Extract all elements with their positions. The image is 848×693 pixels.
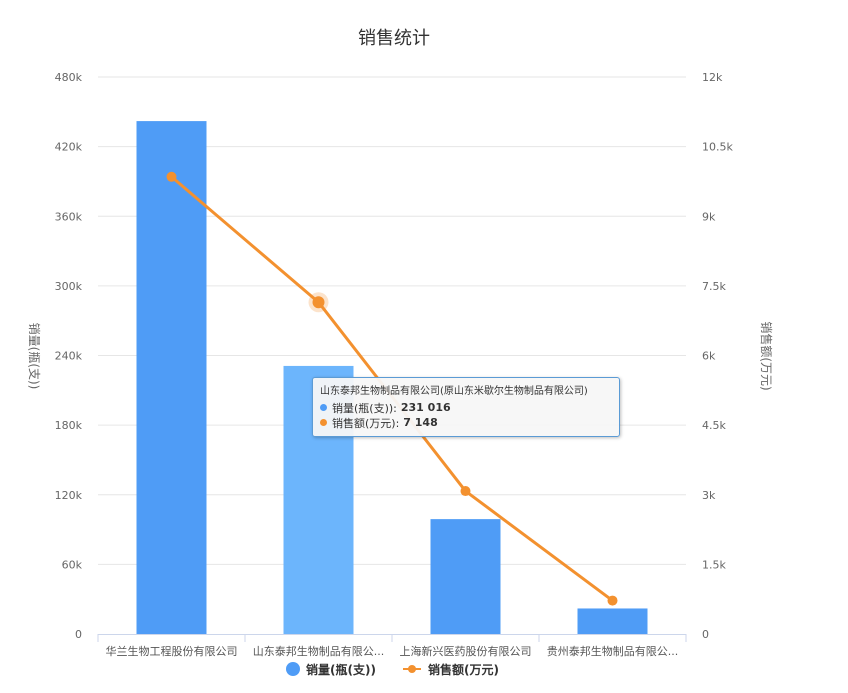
y-left-tick-label: 120k xyxy=(55,489,83,502)
y-left-tick-label: 0 xyxy=(75,628,82,641)
tooltip-row-sales-amount: 销售额(万元): 7 148 xyxy=(320,415,612,430)
y-right-axis-title: 销售额(万元) xyxy=(759,321,774,390)
bar-sales-volume xyxy=(430,519,501,634)
legend-label-sales-amount: 销售额(万元) xyxy=(428,662,499,677)
y-right-tick-label: 1.5k xyxy=(702,558,726,571)
legend-line-marker-icon xyxy=(408,665,416,673)
line-point-sales-amount xyxy=(166,171,177,182)
y-left-tick-label: 60k xyxy=(62,558,83,571)
bar-sales-volume xyxy=(136,121,207,635)
y-left-tick-label: 360k xyxy=(55,210,83,223)
y-left-tick-label: 180k xyxy=(55,419,83,432)
x-category-label: 贵州泰邦生物制品有限公... xyxy=(547,644,679,658)
tooltip-bullet-icon xyxy=(320,419,327,426)
bar-sales-volume xyxy=(577,608,648,634)
legend-label-sales-volume: 销量(瓶(支)) xyxy=(306,662,376,677)
y-right-tick-label: 6k xyxy=(702,350,716,363)
tooltip-row-sales-volume: 销量(瓶(支)): 231 016 xyxy=(320,400,612,415)
y-right-tick-label: 7.5k xyxy=(702,280,726,293)
tooltip-label: 销售额(万元): xyxy=(332,416,400,430)
line-point-sales-amount xyxy=(607,595,618,606)
y-right-tick-label: 10.5k xyxy=(702,141,733,154)
x-category-label: 华兰生物工程股份有限公司 xyxy=(106,644,238,658)
x-category-label: 山东泰邦生物制品有限公... xyxy=(253,644,385,658)
tooltip-title: 山东泰邦生物制品有限公司(原山东米歇尔生物制品有限公司) xyxy=(320,386,588,397)
line-point-sales-amount xyxy=(460,486,471,497)
y-right-tick-label: 12k xyxy=(702,71,723,84)
tooltip-value: 231 016 xyxy=(400,401,451,414)
legend-bar-icon xyxy=(286,662,300,676)
y-left-tick-label: 480k xyxy=(55,71,83,84)
tooltip-bullet-icon xyxy=(320,404,327,411)
y-right-tick-label: 9k xyxy=(702,210,716,223)
y-right-tick-label: 4.5k xyxy=(702,419,726,432)
tooltip-value: 7 148 xyxy=(403,416,438,429)
y-left-tick-label: 300k xyxy=(55,280,83,293)
x-category-label: 上海新兴医药股份有限公司 xyxy=(400,644,532,658)
y-right-tick-label: 3k xyxy=(702,489,716,502)
y-left-axis-title: 销量(瓶(支)) xyxy=(27,323,41,390)
tooltip-label: 销量(瓶(支)): xyxy=(332,401,397,415)
chart-title: 销售统计 xyxy=(358,28,430,49)
y-left-tick-label: 420k xyxy=(55,141,83,154)
y-left-tick-label: 240k xyxy=(55,350,83,363)
line-point-sales-amount xyxy=(312,296,325,309)
chart-tooltip: 山东泰邦生物制品有限公司(原山东米歇尔生物制品有限公司) 销量(瓶(支)): 2… xyxy=(312,377,620,437)
y-right-tick-label: 0 xyxy=(702,628,709,641)
